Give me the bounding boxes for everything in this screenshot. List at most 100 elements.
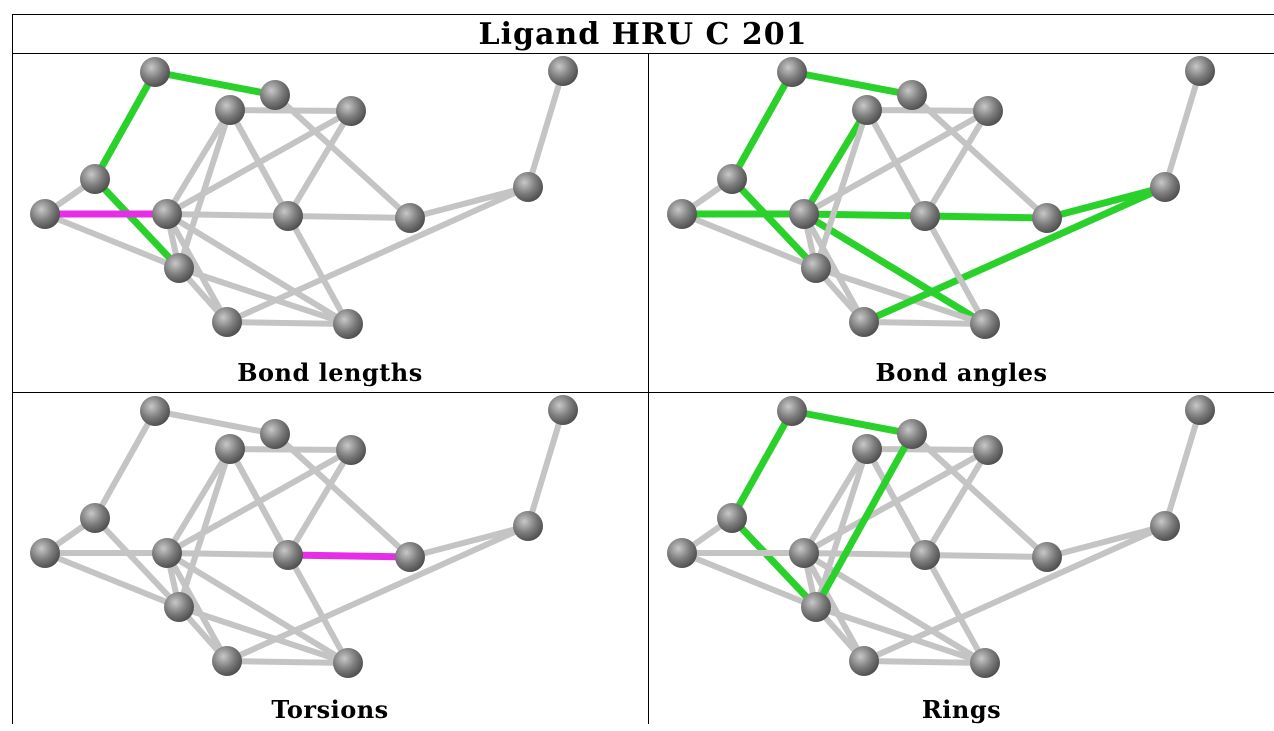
- molecule-rings: [667, 395, 1215, 678]
- bond-a6-a14: [176, 107, 233, 271]
- bond-a6-a13: [176, 265, 351, 327]
- panel-bond-angles: Bond angles: [649, 54, 1274, 392]
- bond-a12-a9: [860, 183, 1169, 326]
- atom-a13: [333, 648, 363, 678]
- border-center: [648, 53, 649, 724]
- bond-a5-a13: [164, 211, 351, 327]
- atom-a9: [212, 646, 242, 676]
- atom-a8: [1032, 542, 1062, 572]
- bond-a2-a8: [909, 431, 1050, 560]
- bond-a4-a7: [42, 550, 182, 610]
- bond-a4-a7: [42, 211, 182, 271]
- atom-a1: [777, 396, 807, 426]
- atom-a15: [336, 96, 366, 126]
- caption-bond-angles: Bond angles: [875, 358, 1048, 387]
- bond-a6-a14: [813, 107, 870, 271]
- border-top: [12, 14, 1274, 15]
- atom-a4: [667, 538, 697, 568]
- atom-a11: [548, 395, 578, 425]
- caption-torsions: Torsions: [271, 695, 389, 724]
- border-title-bottom: [12, 53, 1274, 54]
- atom-a9: [212, 307, 242, 337]
- bond-a1-a3: [92, 408, 158, 521]
- atom-a14: [852, 95, 882, 125]
- atom-a12: [1150, 172, 1180, 202]
- bond-a5-a10: [164, 550, 291, 558]
- atom-a6: [164, 253, 194, 283]
- molecule-bond-lengths: [30, 56, 578, 339]
- atom-a4: [30, 199, 60, 229]
- atom-a9: [849, 646, 879, 676]
- bond-a5-a14: [801, 446, 870, 556]
- atom-a13: [970, 309, 1000, 339]
- atom-a2: [260, 419, 290, 449]
- panel-rings: Rings: [649, 393, 1274, 731]
- caption-bond-lengths: Bond lengths: [237, 358, 423, 387]
- atom-a10: [910, 201, 940, 231]
- bond-a9-a13: [224, 319, 351, 327]
- atom-a14: [215, 434, 245, 464]
- atom-a6: [164, 592, 194, 622]
- figure-title: Ligand HRU C 201: [478, 16, 808, 52]
- bond-a10-a15: [285, 108, 354, 219]
- atom-a1: [777, 57, 807, 87]
- bond-a2-a8: [272, 92, 413, 221]
- bond-a6-a14: [176, 446, 233, 610]
- atom-a2: [897, 419, 927, 449]
- bond-a5-a13: [164, 550, 351, 666]
- bond-a3-a6: [91, 175, 183, 272]
- bond-a5-a14: [800, 106, 871, 218]
- atom-a9: [849, 307, 879, 337]
- atom-a6: [801, 253, 831, 283]
- atom-a3: [80, 503, 110, 533]
- bond-a8-a10: [285, 213, 413, 221]
- bond-a8-a12: [407, 184, 531, 221]
- bond-a5-a10: [801, 550, 928, 558]
- atom-a8: [395, 542, 425, 572]
- atom-a10: [910, 540, 940, 570]
- bond-a8-a12: [407, 523, 531, 560]
- caption-rings: Rings: [921, 695, 1002, 724]
- atom-a2: [260, 80, 290, 110]
- atom-a5: [152, 199, 182, 229]
- bond-a1-a3: [728, 68, 796, 183]
- bond-a6-a13: [813, 604, 988, 666]
- bond-a5-a14: [164, 107, 233, 217]
- panel-torsions: Torsions: [12, 393, 648, 731]
- bond-a10-a15: [922, 108, 991, 219]
- atom-a8: [395, 203, 425, 233]
- bond-a8-a12: [1044, 523, 1168, 560]
- atom-a14: [852, 434, 882, 464]
- bond-a12-a11: [525, 407, 566, 529]
- bond-a14-a15: [864, 446, 991, 453]
- atom-a10: [273, 201, 303, 231]
- atom-a3: [717, 503, 747, 533]
- bond-a5-a10: [800, 210, 929, 220]
- atom-a11: [548, 56, 578, 86]
- bond-a2-a8: [909, 92, 1050, 221]
- atom-a12: [513, 172, 543, 202]
- atom-a2: [897, 80, 927, 110]
- bond-a3-a6: [728, 514, 820, 611]
- bond-a12-a9: [224, 184, 531, 325]
- atom-a6: [801, 592, 831, 622]
- bond-a1-a2: [151, 68, 279, 99]
- bond-a9-a13: [224, 658, 351, 666]
- bond-a12-a9: [224, 523, 531, 664]
- bond-a2-a8: [272, 431, 413, 560]
- atom-a11: [1185, 395, 1215, 425]
- atom-a15: [973, 96, 1003, 126]
- atom-a5: [789, 199, 819, 229]
- bond-a1-a2: [152, 408, 278, 437]
- atom-a4: [667, 199, 697, 229]
- bond-a3-a6: [92, 515, 182, 610]
- atom-a5: [152, 538, 182, 568]
- bond-a1-a3: [91, 68, 159, 183]
- bond-a14-a15: [864, 107, 991, 114]
- atom-a3: [717, 164, 747, 194]
- bond-a3-a6: [728, 175, 820, 272]
- atom-a11: [1185, 56, 1215, 86]
- panel-bond-lengths: Bond lengths: [12, 54, 648, 392]
- atom-a1: [140, 57, 170, 87]
- atom-a13: [333, 309, 363, 339]
